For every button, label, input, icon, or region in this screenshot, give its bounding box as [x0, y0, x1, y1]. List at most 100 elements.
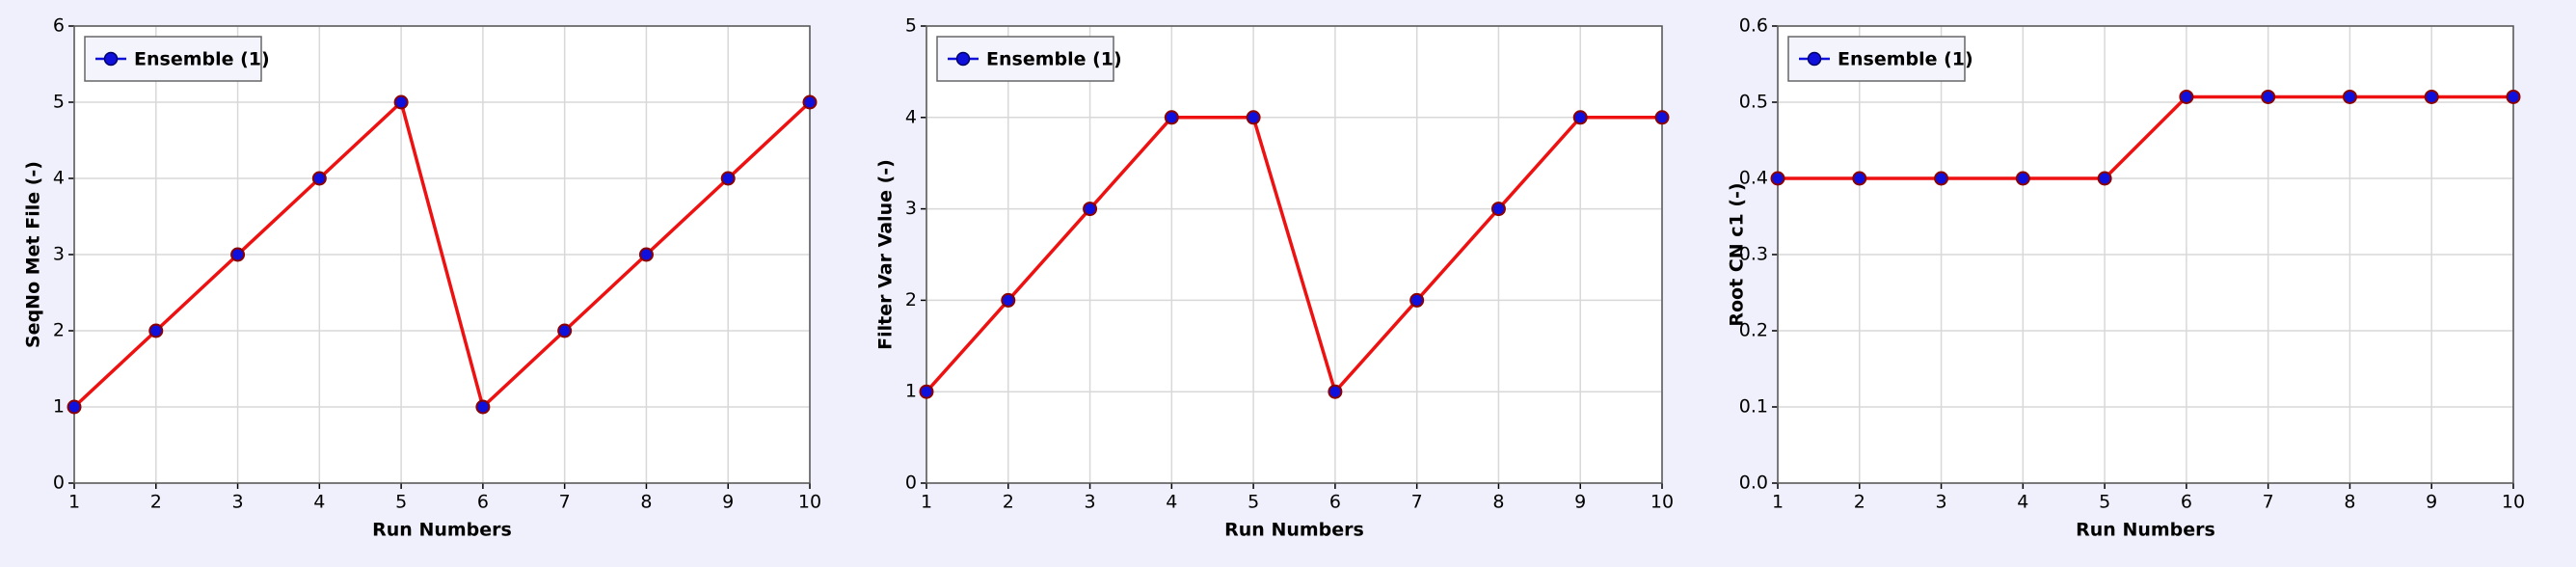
- x-tick-label: 3: [1936, 492, 1947, 513]
- x-tick-label: 2: [1854, 492, 1865, 513]
- data-point: [1164, 110, 1179, 125]
- data-point: [1083, 202, 1098, 217]
- y-tick-label: 2: [53, 320, 65, 341]
- legend-marker: [1807, 51, 1822, 67]
- x-tick-label: 10: [798, 492, 821, 513]
- x-tick-label: 10: [1650, 492, 1674, 513]
- data-point: [2261, 89, 2276, 104]
- y-tick-label: 0: [905, 472, 917, 494]
- y-tick-label: 0.4: [1739, 168, 1768, 189]
- data-point: [67, 399, 82, 415]
- data-point: [475, 399, 491, 415]
- x-tick-label: 5: [395, 492, 407, 513]
- y-tick-label: 5: [905, 15, 917, 37]
- x-tick-label: 7: [559, 492, 571, 513]
- x-tick-label: 10: [2502, 492, 2525, 513]
- x-tick-label: 2: [150, 492, 162, 513]
- series-line: [925, 116, 1662, 395]
- plot-border: [926, 25, 1663, 484]
- legend-label: Ensemble (1): [1838, 49, 1973, 70]
- data-point: [919, 384, 934, 399]
- y-tick-label: 3: [905, 198, 917, 219]
- x-tick-label: 6: [1329, 492, 1341, 513]
- data-point: [1572, 110, 1588, 125]
- data-point: [2179, 89, 2194, 104]
- x-tick-label: 8: [2344, 492, 2355, 513]
- y-tick-label: 5: [53, 92, 65, 113]
- data-point: [1852, 171, 1867, 186]
- y-tick-label: 1: [905, 381, 917, 402]
- data-point: [2342, 89, 2357, 104]
- x-tick-label: 9: [1574, 492, 1586, 513]
- y-tick-label: 2: [905, 289, 917, 310]
- legend-label: Ensemble (1): [134, 49, 270, 70]
- x-axis-label: Run Numbers: [372, 520, 512, 541]
- x-tick-label: 1: [1772, 492, 1784, 513]
- y-axis-label: Filter Var Value (-): [875, 159, 897, 350]
- data-point: [393, 94, 409, 110]
- y-tick-label: 0.5: [1739, 92, 1768, 113]
- x-tick-label: 9: [2426, 492, 2437, 513]
- x-tick-label: 9: [722, 492, 734, 513]
- data-point: [1001, 292, 1016, 308]
- x-tick-label: 1: [68, 492, 80, 513]
- x-tick-label: 6: [2181, 492, 2192, 513]
- y-tick-label: 4: [905, 106, 917, 127]
- y-tick-label: 0.0: [1739, 472, 1768, 494]
- x-tick-label: 8: [640, 492, 652, 513]
- series-line: [1778, 94, 2513, 180]
- data-point: [230, 247, 246, 262]
- x-axis-label: Run Numbers: [1224, 520, 1364, 541]
- series-line: [72, 98, 812, 411]
- x-tick-label: 8: [1492, 492, 1504, 513]
- x-tick-label: 2: [1003, 492, 1014, 513]
- y-tick-label: 3: [53, 244, 65, 265]
- data-point: [1490, 202, 1506, 217]
- plot-border: [1777, 25, 2514, 484]
- x-tick-label: 6: [477, 492, 489, 513]
- plot-border: [73, 25, 811, 484]
- legend-label: Ensemble (1): [986, 49, 1122, 70]
- data-point: [311, 171, 327, 186]
- data-point: [2015, 171, 2030, 186]
- data-point: [1654, 110, 1670, 125]
- data-point: [557, 323, 573, 338]
- data-point: [1328, 384, 1343, 399]
- y-tick-label: 4: [53, 168, 65, 189]
- y-tick-label: 0.1: [1739, 396, 1768, 418]
- x-tick-label: 4: [313, 492, 325, 513]
- data-point: [638, 247, 654, 262]
- y-tick-label: 1: [53, 396, 65, 418]
- x-tick-label: 4: [2017, 492, 2028, 513]
- data-point: [1770, 171, 1785, 186]
- data-point: [802, 94, 818, 110]
- x-tick-label: 3: [232, 492, 244, 513]
- legend-marker: [955, 51, 971, 67]
- y-axis-label: SeqNo Met File (-): [23, 161, 44, 348]
- data-point: [2506, 89, 2521, 104]
- x-tick-label: 3: [1085, 492, 1096, 513]
- y-tick-label: 0.2: [1739, 320, 1768, 341]
- data-point: [1246, 110, 1261, 125]
- x-tick-label: 4: [1166, 492, 1177, 513]
- y-tick-label: 0.6: [1739, 15, 1768, 37]
- x-axis-label: Run Numbers: [2076, 520, 2215, 541]
- x-tick-label: 5: [2099, 492, 2110, 513]
- data-point: [720, 171, 736, 186]
- x-tick-label: 7: [2263, 492, 2274, 513]
- data-point: [2097, 171, 2112, 186]
- x-tick-label: 7: [1411, 492, 1423, 513]
- legend-marker: [103, 51, 119, 67]
- y-axis-label: Root CN c1 (-): [1727, 182, 1748, 326]
- data-point: [1409, 292, 1425, 308]
- y-tick-label: 0.3: [1739, 244, 1768, 265]
- x-tick-label: 1: [921, 492, 932, 513]
- y-tick-label: 0: [53, 472, 65, 494]
- x-tick-label: 5: [1248, 492, 1259, 513]
- data-point: [1934, 171, 1949, 186]
- data-point: [2424, 89, 2439, 104]
- data-point: [148, 323, 164, 338]
- y-tick-label: 6: [53, 15, 65, 37]
